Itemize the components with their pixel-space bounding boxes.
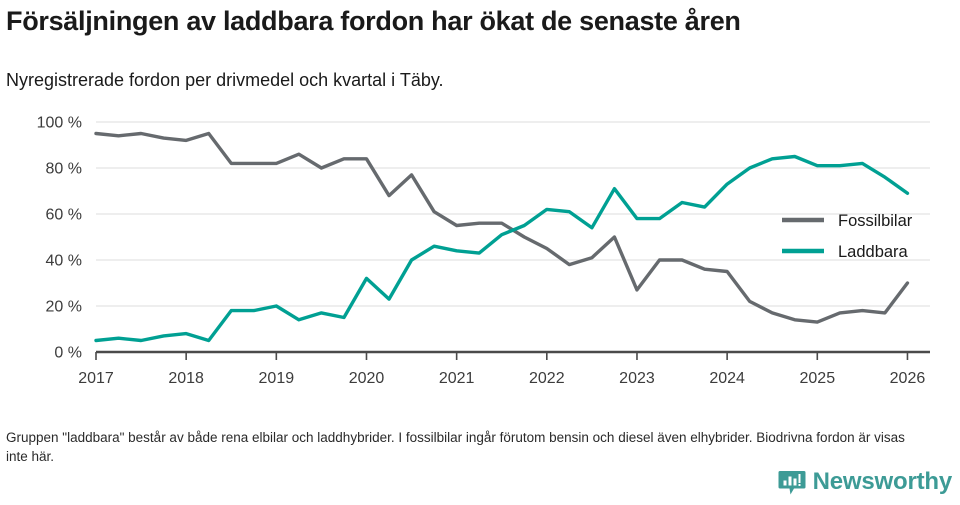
x-axis-tick-label: 2017: [78, 370, 114, 387]
x-axis-tick-label: 2021: [439, 370, 475, 387]
page-title: Försäljningen av laddbara fordon har öka…: [6, 6, 741, 36]
x-axis-tick-label: 2019: [259, 370, 295, 387]
x-axis-tick-label: 2026: [890, 370, 926, 387]
y-axis-tick-label: 0 %: [54, 345, 82, 362]
x-axis-tick-label: 2023: [619, 370, 655, 387]
x-axis-ticks: [95, 352, 909, 360]
chart-footnote: Gruppen "laddbara" består av både rena e…: [6, 430, 905, 465]
legend-label-laddbara: Laddbara: [838, 243, 909, 261]
x-axis-tick-label: 2022: [529, 370, 565, 387]
y-axis-tick-label: 80 %: [46, 161, 82, 178]
series-line-fossilbilar: [94, 131, 910, 324]
page-subtitle: Nyregistrerade fordon per drivmedel och …: [6, 70, 444, 90]
bar-chart-speech-bubble-icon: [778, 468, 806, 496]
x-axis-tick-label: 2024: [709, 370, 745, 387]
line-chart: 0 % 20 % 40 % 60 % 80 % 100 % 2017 2018 2019 202…: [0, 108, 960, 398]
y-axis-tick-label: 60 %: [46, 207, 82, 224]
chart-svg: 0 % 20 % 40 % 60 % 80 % 100 % 2017 2018 2019 202…: [37, 115, 930, 387]
x-axis-tick-label: 2018: [168, 370, 204, 387]
y-axis-tick-label: 20 %: [46, 299, 82, 316]
x-axis-tick-label: 2020: [349, 370, 385, 387]
x-axis-tick-labels: 2017 2018 2019 2020 2021 2022 2023 2024 2025 2026: [78, 370, 925, 387]
y-axis-tick-labels: 0 % 20 % 40 % 60 % 80 % 100 %: [37, 115, 82, 362]
logo-wordmark: Newsworthy: [812, 468, 953, 495]
legend-label-fossilbilar: Fossilbilar: [838, 212, 913, 230]
newsworthy-logo: Newsworthy: [778, 468, 952, 496]
chart-legend: Fossilbilar Laddbara: [782, 212, 913, 261]
series-line-laddbara: [94, 154, 910, 343]
x-axis-tick-label: 2025: [800, 370, 836, 387]
y-axis-tick-label: 40 %: [46, 253, 82, 270]
y-axis-tick-label: 100 %: [37, 115, 82, 132]
gridlines: [96, 121, 930, 354]
series-lines: [94, 131, 910, 343]
